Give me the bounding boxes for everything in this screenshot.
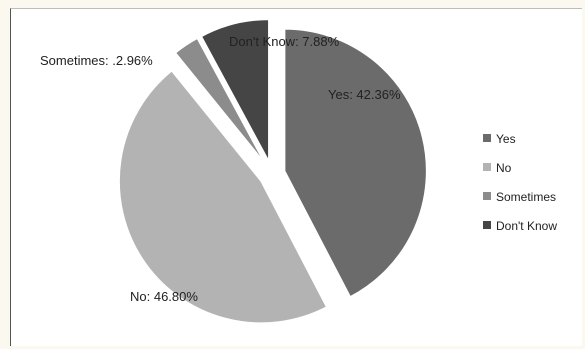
legend-label-yes: Yes — [496, 132, 516, 146]
legend-swatch-yes — [483, 134, 491, 142]
legend-swatch-no — [483, 163, 491, 171]
pie-slice-no — [118, 69, 328, 324]
legend-label-sometimes: Sometimes — [496, 190, 556, 204]
pie-slice-sometimes — [174, 37, 266, 164]
pie-data-labels: Yes: 42.36% No: 46.80% Sometimes: .2.96%… — [40, 34, 401, 304]
data-label-yes: Yes: 42.36% — [328, 87, 401, 102]
pie-slices — [118, 18, 428, 324]
data-label-sometimes: Sometimes: .2.96% — [40, 53, 153, 68]
pie-slice-yes — [283, 28, 428, 298]
legend-swatch-dont-know — [483, 221, 491, 229]
legend: Yes No Sometimes Don't Know — [483, 132, 557, 233]
pie-slice-dont-know — [200, 18, 270, 162]
legend-swatch-sometimes — [483, 192, 491, 200]
legend-label-dont-know: Don't Know — [496, 219, 557, 233]
data-label-dont-know: Don't Know: 7.88% — [229, 34, 340, 49]
data-label-no: No: 46.80% — [130, 289, 198, 304]
legend-label-no: No — [496, 161, 512, 175]
